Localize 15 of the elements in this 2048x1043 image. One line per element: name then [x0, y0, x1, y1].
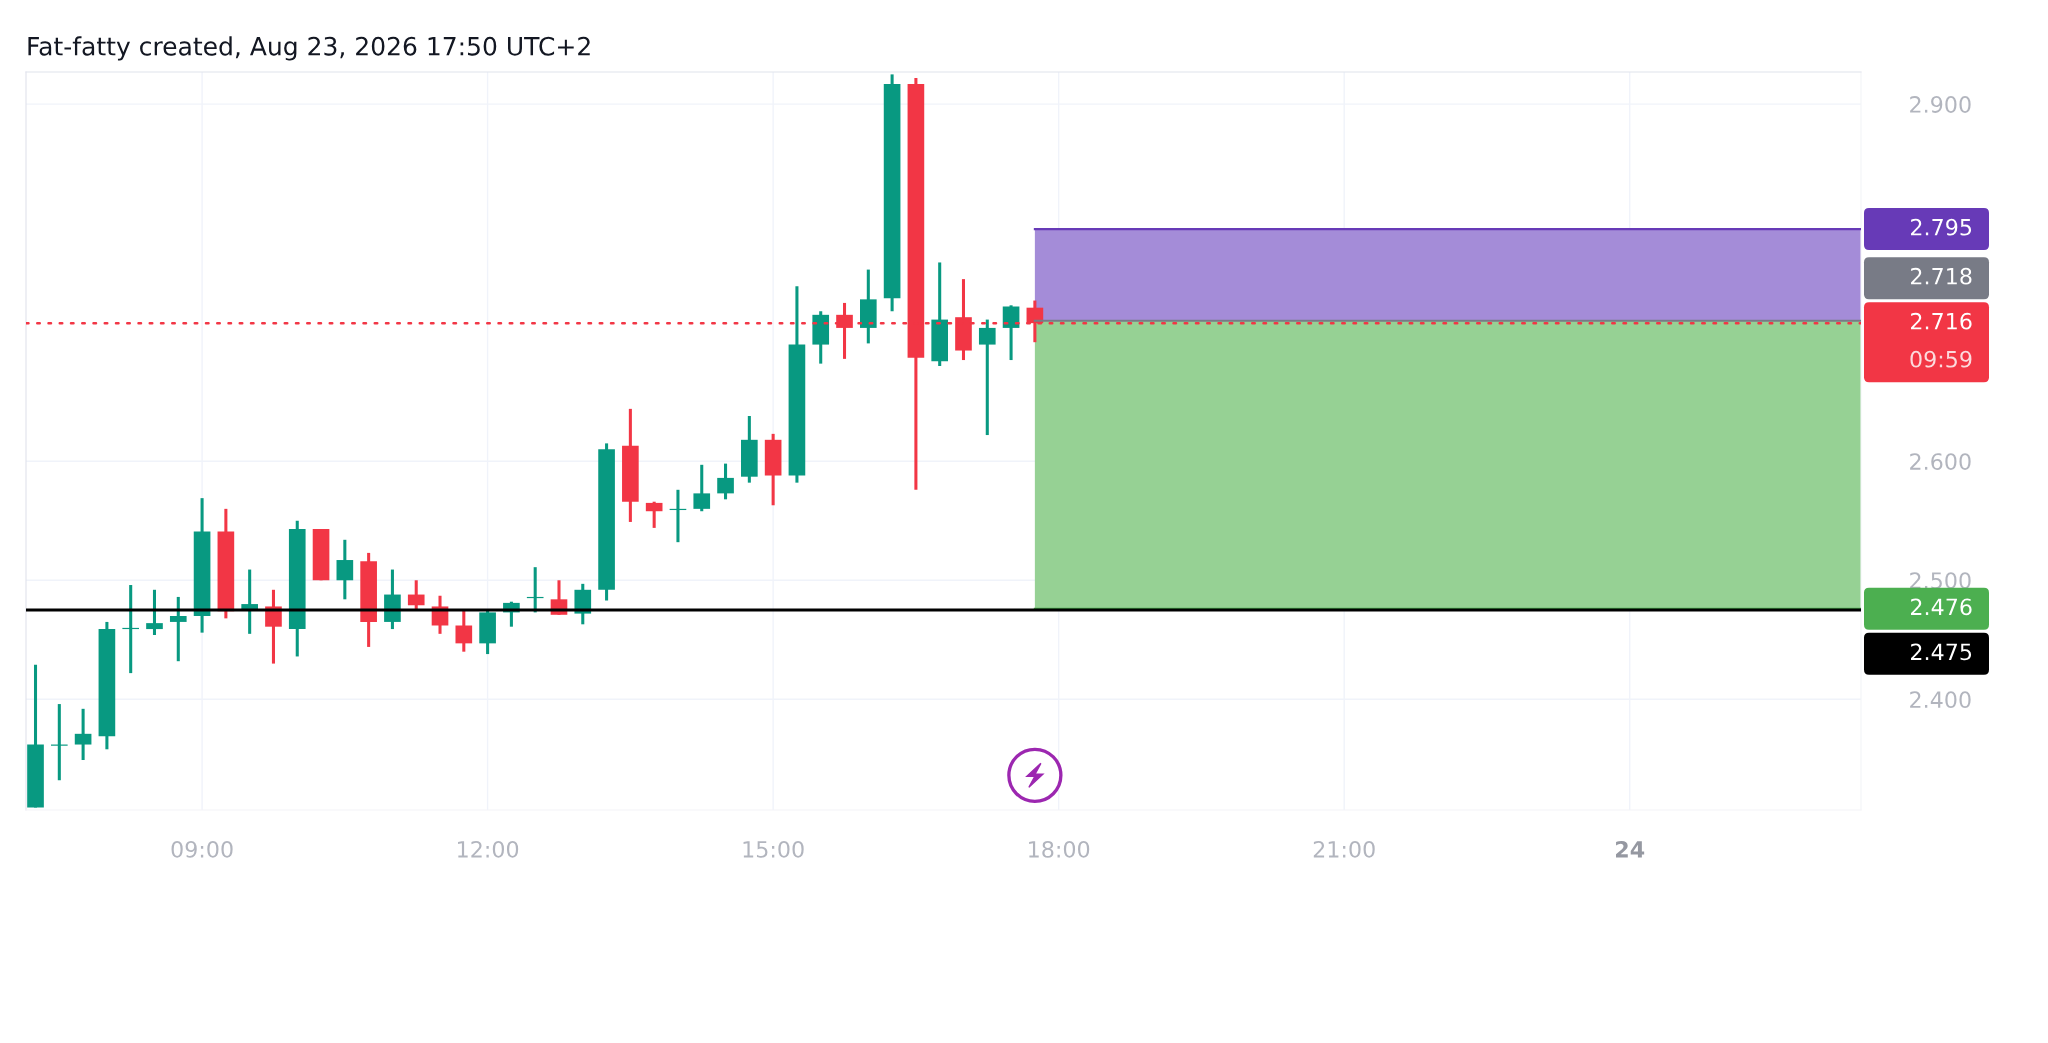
- ref-line-label: 2.476: [1911, 598, 1972, 616]
- x-tick-label: 12:00: [458, 840, 519, 858]
- x-tick-label: 15:00: [743, 840, 804, 858]
- y-tick-label: 2.900: [1910, 96, 1971, 113]
- x-tick-label: 21:00: [1313, 840, 1375, 858]
- x-tick-label: 09:00: [171, 840, 233, 858]
- ref-line-label: 2.795: [1911, 218, 1972, 236]
- x-tick-label: 18:00: [1029, 840, 1090, 858]
- ref-line-label: 2.475: [1911, 643, 1972, 661]
- x-tick-label: 24: [1616, 840, 1645, 858]
- y-tick-label: 2.400: [1910, 691, 1971, 709]
- y-tick-label: 2.600: [1910, 453, 1971, 470]
- chart-title: Fat-fatty created, Aug 23, 2026 17:50 UTC+2: [28, 36, 590, 61]
- ref-line-label: 2.718: [1911, 267, 1972, 285]
- ref-line-label: 2.716 09:59: [1910, 312, 1972, 368]
